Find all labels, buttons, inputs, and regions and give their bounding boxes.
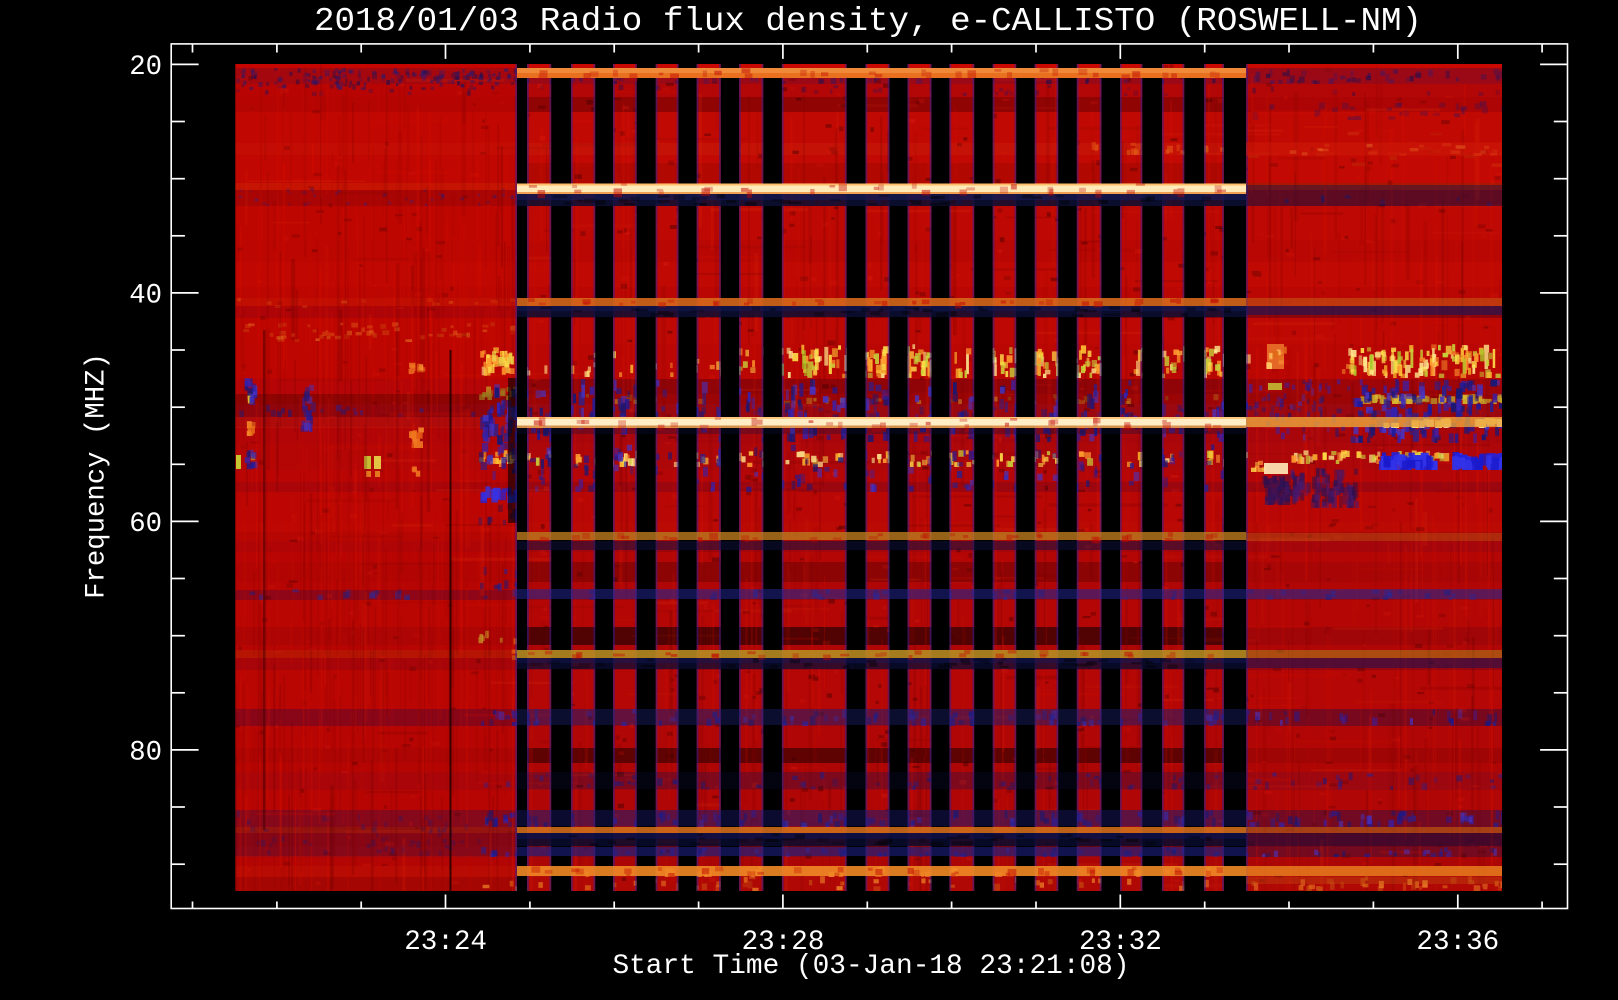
- svg-text:2018/01/03 Radio flux density: 2018/01/03 Radio flux density, e-CALLIST…: [314, 3, 1422, 40]
- svg-text:23:28: 23:28: [742, 927, 825, 958]
- svg-text:23:24: 23:24: [404, 927, 487, 958]
- svg-text:23:32: 23:32: [1079, 927, 1162, 958]
- svg-text:80: 80: [129, 738, 162, 769]
- svg-text:20: 20: [129, 52, 162, 83]
- svg-text:23:36: 23:36: [1416, 927, 1499, 958]
- svg-text:Frequency (MHZ): Frequency (MHZ): [82, 353, 113, 599]
- svg-text:60: 60: [129, 509, 162, 540]
- svg-text:40: 40: [129, 281, 162, 312]
- svg-text:Start Time (03-Jan-18 23:21:08: Start Time (03-Jan-18 23:21:08): [612, 951, 1129, 982]
